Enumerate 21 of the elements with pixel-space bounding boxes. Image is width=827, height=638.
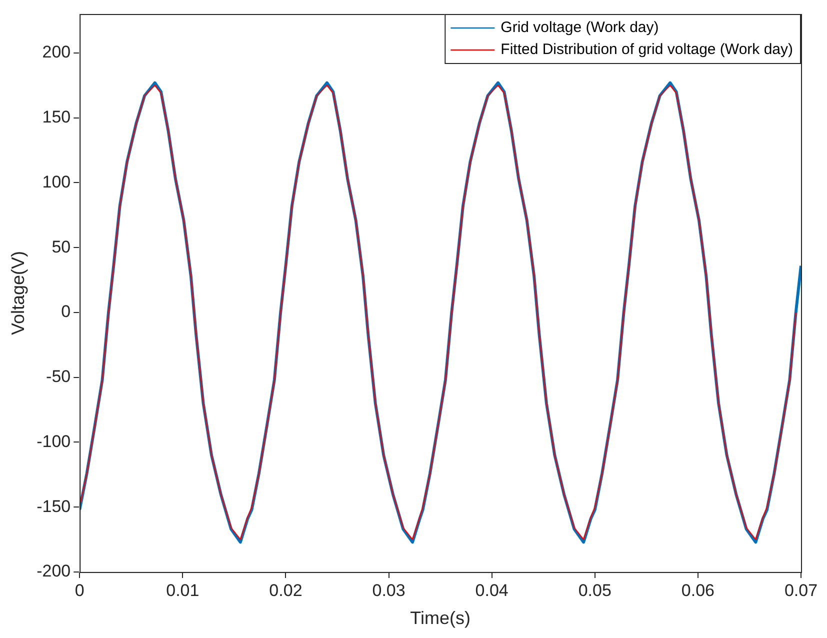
x-tick-label: 0.06 xyxy=(681,580,714,600)
x-tick-label: 0.04 xyxy=(475,580,508,600)
legend-label: Fitted Distribution of grid voltage (Work day) xyxy=(500,41,794,58)
y-tick-label: 150 xyxy=(42,108,71,126)
y-tick-label: 100 xyxy=(42,172,71,192)
x-axis-title: Time(s) xyxy=(410,608,470,628)
y-tick-label: -200 xyxy=(36,562,71,581)
y-tick-label: -50 xyxy=(46,367,71,386)
y-tick-label: -100 xyxy=(36,432,71,451)
x-tick-label: 0.01 xyxy=(166,580,200,600)
y-tick-label: 50 xyxy=(52,237,71,256)
y-tick-label: 0 xyxy=(61,302,71,322)
y-axis-title: Voltage(V) xyxy=(8,250,28,336)
legend-label: Grid voltage (Work day) xyxy=(500,19,659,36)
y-tick-label: 200 xyxy=(42,42,71,62)
x-tick-label: 0.07 xyxy=(784,580,818,600)
x-tick-label: 0.02 xyxy=(269,580,302,600)
x-tick-label: 0.05 xyxy=(578,580,612,600)
x-tick-label: 0 xyxy=(74,580,84,600)
x-tick-label: 0.03 xyxy=(372,580,406,600)
y-tick-label: -150 xyxy=(36,496,71,516)
